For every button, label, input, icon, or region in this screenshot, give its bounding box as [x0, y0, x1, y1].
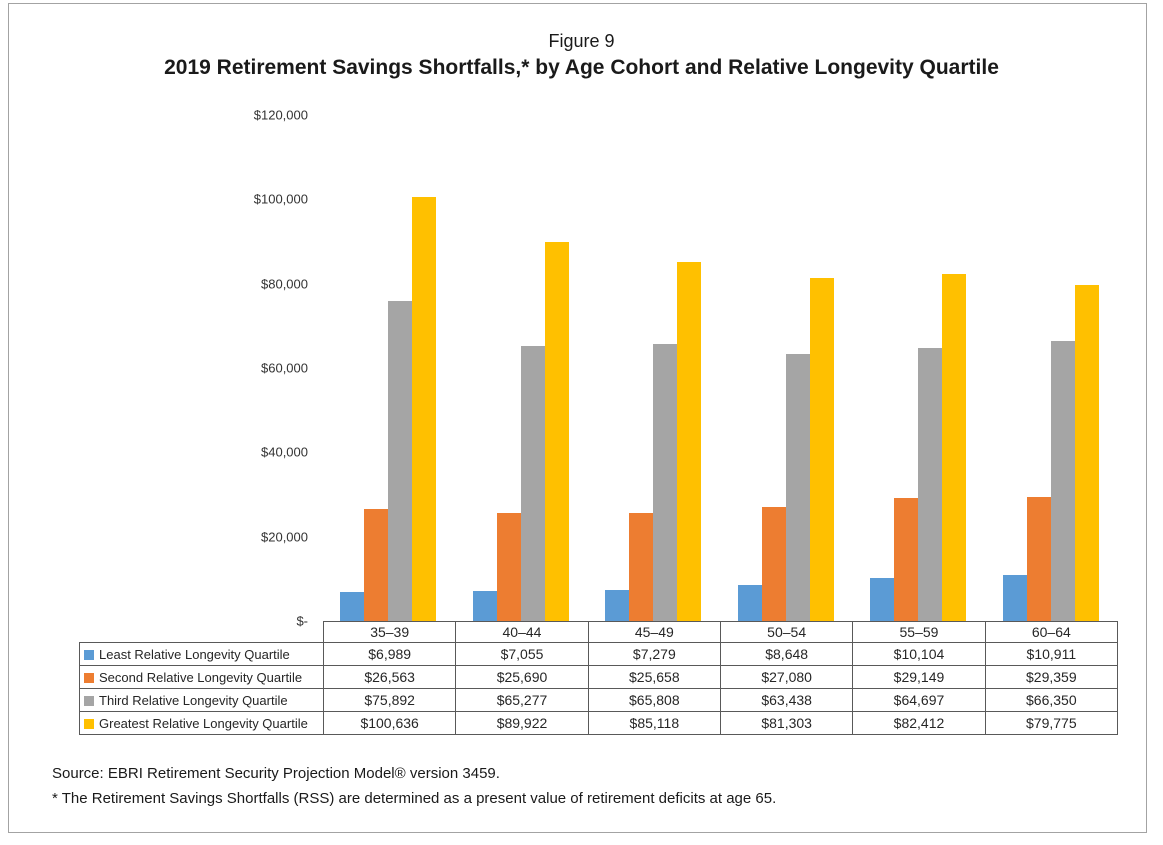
value-cell-least-relative-longevity-quartile-50-54: $8,648 — [719, 642, 854, 666]
y-axis-tick-label: $40,000 — [261, 444, 308, 460]
value-cell-least-relative-longevity-quartile-60-64: $10,911 — [984, 642, 1119, 666]
column-header-40-44: 40–44 — [455, 621, 589, 643]
source-block: Source: EBRI Retirement Security Project… — [52, 761, 776, 811]
column-header-55-59: 55–59 — [852, 621, 986, 643]
figure-number: Figure 9 — [548, 31, 615, 51]
bar-least-relative-longevity-quartile-60-64 — [1002, 575, 1027, 621]
bar-third-relative-longevity-quartile-40-44 — [520, 345, 545, 621]
bar-least-relative-longevity-quartile-50-54 — [737, 584, 762, 621]
value-cell-second-relative-longevity-quartile-55-59: $29,149 — [852, 665, 986, 689]
source-note: Source: EBRI Retirement Security Project… — [52, 765, 500, 782]
table-row-second-relative-longevity-quartile: Second Relative Longevity Quartile $26,56… — [79, 665, 1119, 689]
value-cell-second-relative-longevity-quartile-45-49: $25,658 — [587, 665, 721, 689]
bar-third-relative-longevity-quartile-50-54 — [785, 353, 810, 621]
value-cell-third-relative-longevity-quartile-55-59: $64,697 — [852, 688, 986, 712]
table-row-greatest-relative-longevity-quartile: Greatest Relative Longevity Quartile $100… — [79, 711, 1119, 735]
value-cell-third-relative-longevity-quartile-35-39: $75,892 — [322, 688, 457, 712]
y-axis: $120,000 $100,000 $80,000 $60,000 $40,000 $20… — [0, 108, 308, 629]
table-corner-cell — [80, 622, 324, 643]
bar-greatest-relative-longevity-quartile-35-39 — [412, 196, 437, 621]
figure-title: 2019 Retirement Savings Shortfalls,* by … — [164, 56, 999, 79]
bar-third-relative-longevity-quartile-45-49 — [653, 343, 678, 621]
y-axis-tick-label: $120,000 — [253, 107, 308, 123]
bar-group-35-39 — [322, 115, 455, 621]
legend-cell-second-relative-longevity-quartile: Second Relative Longevity Quartile — [79, 665, 324, 689]
column-header-50-54: 50–54 — [719, 621, 854, 643]
value-cell-greatest-relative-longevity-quartile-40-44: $89,922 — [455, 711, 589, 735]
legend-swatch-icon — [84, 718, 94, 729]
chart-data-table: 35–39 40–44 45–49 50–54 55–59 60–64 Least Rela… — [79, 621, 1119, 735]
column-header-45-49: 45–49 — [587, 621, 721, 643]
bar-third-relative-longevity-quartile-35-39 — [388, 301, 413, 621]
value-cell-least-relative-longevity-quartile-45-49: $7,279 — [587, 642, 721, 666]
footnote: * The Retirement Savings Shortfalls (RSS… — [52, 790, 777, 807]
bar-greatest-relative-longevity-quartile-40-44 — [544, 241, 569, 621]
bar-third-relative-longevity-quartile-55-59 — [918, 348, 943, 621]
bar-group-40-44 — [455, 115, 588, 621]
y-axis-tick-label: $- — [296, 613, 308, 629]
legend-swatch-icon — [84, 672, 94, 683]
y-axis-tick-label: $80,000 — [261, 276, 308, 292]
value-cell-second-relative-longevity-quartile-40-44: $25,690 — [455, 665, 589, 689]
column-header-35-39: 35–39 — [322, 621, 457, 643]
bar-least-relative-longevity-quartile-35-39 — [340, 591, 365, 621]
bar-greatest-relative-longevity-quartile-45-49 — [677, 262, 702, 621]
value-cell-least-relative-longevity-quartile-55-59: $10,104 — [852, 642, 986, 666]
value-cell-second-relative-longevity-quartile-60-64: $29,359 — [984, 665, 1119, 689]
value-cell-least-relative-longevity-quartile-35-39: $6,989 — [322, 642, 457, 666]
bar-third-relative-longevity-quartile-60-64 — [1050, 341, 1075, 621]
value-cell-greatest-relative-longevity-quartile-55-59: $82,412 — [852, 711, 986, 735]
bar-second-relative-longevity-quartile-60-64 — [1026, 497, 1051, 621]
bar-least-relative-longevity-quartile-45-49 — [605, 590, 630, 621]
bar-greatest-relative-longevity-quartile-60-64 — [1074, 284, 1099, 621]
legend-swatch-icon — [84, 695, 94, 706]
value-cell-greatest-relative-longevity-quartile-35-39: $100,636 — [322, 711, 457, 735]
column-header-60-64: 60–64 — [984, 621, 1119, 643]
value-cell-greatest-relative-longevity-quartile-45-49: $85,118 — [587, 711, 721, 735]
bar-greatest-relative-longevity-quartile-55-59 — [942, 273, 967, 621]
legend-swatch-icon — [84, 649, 94, 660]
value-cell-second-relative-longevity-quartile-50-54: $27,080 — [719, 665, 854, 689]
value-cell-second-relative-longevity-quartile-35-39: $26,563 — [322, 665, 457, 689]
bar-second-relative-longevity-quartile-45-49 — [629, 512, 654, 621]
y-axis-tick-label: $60,000 — [261, 360, 308, 376]
bar-least-relative-longevity-quartile-55-59 — [870, 578, 895, 621]
y-axis-tick-label: $100,000 — [253, 191, 308, 207]
bar-second-relative-longevity-quartile-35-39 — [364, 509, 389, 621]
plot-area — [322, 115, 1117, 621]
table-row-least-relative-longevity-quartile: Least Relative Longevity Quartile $6,989 $… — [79, 642, 1119, 666]
bar-second-relative-longevity-quartile-50-54 — [761, 506, 786, 621]
legend-cell-greatest-relative-longevity-quartile: Greatest Relative Longevity Quartile — [79, 711, 324, 735]
bar-group-55-59 — [852, 115, 985, 621]
table-row-third-relative-longevity-quartile: Third Relative Longevity Quartile $75,892… — [79, 688, 1119, 712]
value-cell-third-relative-longevity-quartile-45-49: $65,808 — [587, 688, 721, 712]
value-cell-third-relative-longevity-quartile-50-54: $63,438 — [719, 688, 854, 712]
legend-cell-least-relative-longevity-quartile: Least Relative Longevity Quartile — [79, 642, 324, 666]
value-cell-third-relative-longevity-quartile-40-44: $65,277 — [455, 688, 589, 712]
bar-least-relative-longevity-quartile-40-44 — [472, 591, 497, 621]
y-axis-tick-label: $20,000 — [261, 529, 308, 545]
bar-group-60-64 — [985, 115, 1118, 621]
bar-second-relative-longevity-quartile-55-59 — [894, 498, 919, 621]
legend-cell-third-relative-longevity-quartile: Third Relative Longevity Quartile — [79, 688, 324, 712]
bar-group-45-49 — [587, 115, 720, 621]
value-cell-least-relative-longevity-quartile-40-44: $7,055 — [455, 642, 589, 666]
value-cell-greatest-relative-longevity-quartile-60-64: $79,775 — [984, 711, 1119, 735]
bar-second-relative-longevity-quartile-40-44 — [496, 512, 521, 621]
value-cell-greatest-relative-longevity-quartile-50-54: $81,303 — [719, 711, 854, 735]
bar-group-50-54 — [720, 115, 853, 621]
value-cell-third-relative-longevity-quartile-60-64: $66,350 — [984, 688, 1119, 712]
bar-greatest-relative-longevity-quartile-50-54 — [809, 278, 834, 621]
